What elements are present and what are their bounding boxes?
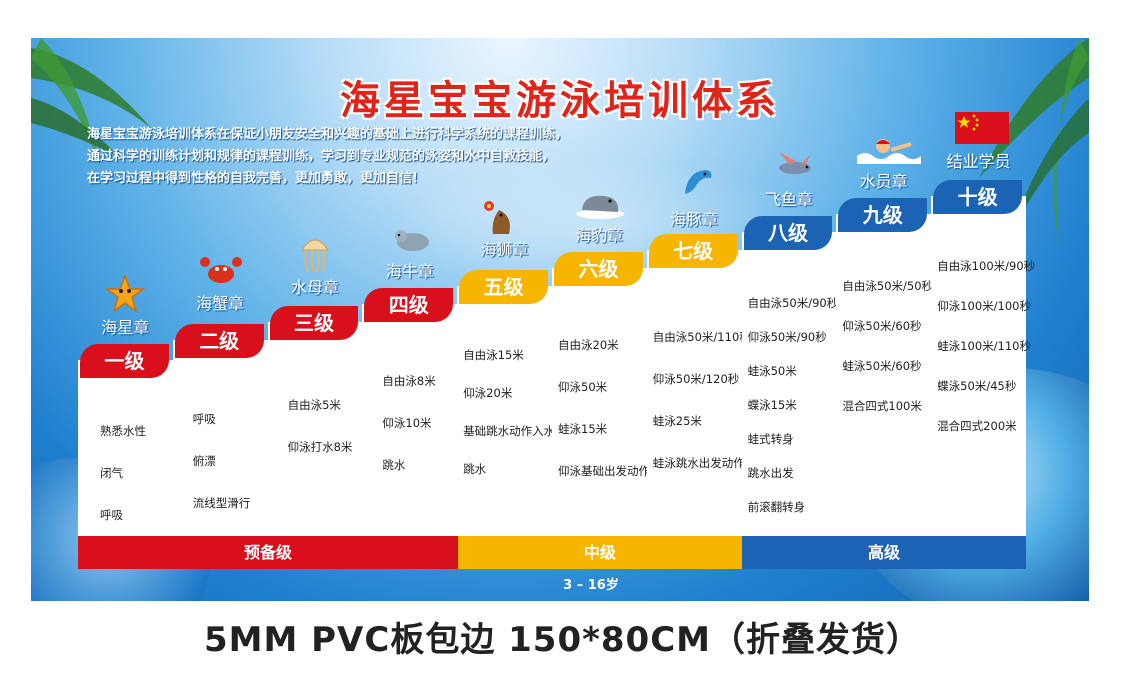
requirement-item: 跳水出发 — [747, 466, 794, 480]
intro-text: 海星宝宝游泳培训体系在保证小朋友安全和兴趣的基础上进行科学系统的课程训练， 通过… — [87, 124, 727, 190]
stage-bar-advanced: 高级 — [742, 536, 1026, 569]
level-column — [172, 340, 269, 536]
requirement-item: 仰泳20米 — [463, 386, 513, 400]
level-tab: 十级 — [933, 180, 1022, 214]
level-tab: 三级 — [269, 306, 359, 340]
badge-name: 水员章 — [859, 172, 908, 191]
level-requirements: 自由泳5米仰泳打水8米 — [288, 384, 353, 468]
requirement-item: 俯漂 — [192, 454, 216, 468]
stage-bar-preparatory: 预备级 — [78, 536, 458, 569]
starfish-icon — [105, 274, 145, 313]
requirement-item: 仰泳50米/90秒 — [747, 330, 827, 344]
requirement-item: 仰泳10米 — [382, 416, 432, 430]
manatee-icon — [395, 230, 429, 251]
level-requirements: 自由泳50米/50秒 仰泳50米/60秒 蛙泳50米/60秒 混合四式100米 — [842, 266, 933, 426]
badge-name: 海豚章 — [670, 210, 719, 229]
level-column — [362, 304, 459, 536]
requirement-item: 蝶泳50米/45秒 — [937, 379, 1017, 393]
requirement-item: 仰泳50米/120秒 — [652, 372, 740, 386]
badge-name: 结业学员 — [946, 152, 1011, 171]
level-tab: 八级 — [743, 216, 833, 250]
requirement-item: 呼吸 — [100, 508, 123, 522]
level-tab: 一级 — [80, 344, 169, 378]
badge-name: 飞鱼章 — [764, 190, 813, 209]
level-column — [552, 268, 648, 536]
badge-name: 海星章 — [101, 318, 150, 337]
requirement-item: 蛙泳100米/110秒 — [937, 339, 1031, 353]
china-flag-icon — [955, 112, 1009, 144]
level-column — [457, 286, 553, 536]
jellyfish-icon — [301, 239, 329, 273]
poster-board: 海星宝宝游泳培训体系 海星宝宝游泳培训体系在保证小朋友安全和兴趣的基础上进行科学… — [31, 38, 1089, 601]
requirement-item: 自由泳15米 — [463, 348, 524, 362]
requirement-item: 自由泳20米 — [558, 338, 619, 352]
requirement-item: 仰泳打水8米 — [287, 440, 353, 454]
requirement-item: 自由泳8米 — [382, 374, 436, 388]
requirement-item: 闭气 — [100, 466, 123, 480]
level-requirements: 自由泳50米/90秒 仰泳50米/90秒 蛙泳50米蝶泳15米蛙式转身跳水出发前滚翻… — [748, 286, 839, 524]
badge-name: 海牛章 — [385, 262, 434, 281]
level-tab: 二级 — [174, 324, 264, 358]
level-requirements: 自由泳8米仰泳10米跳水 — [382, 360, 435, 486]
level-tab: 九级 — [838, 198, 928, 232]
requirement-item: 自由泳100米/90秒 — [937, 259, 1036, 273]
requirement-item: 混合四式100米 — [842, 399, 922, 413]
stage-bar-intermediate: 中级 — [458, 536, 742, 569]
requirement-item: 仰泳基础出发动作 — [558, 464, 650, 478]
requirement-item: 蛙泳50米/60秒 — [842, 359, 922, 373]
requirement-item: 跳水 — [382, 458, 406, 472]
product-caption: 5MM PVC板包边 150*80CM（折叠发货） — [203, 620, 922, 660]
dolphin-icon — [685, 170, 712, 194]
badge-name: 水母章 — [290, 278, 339, 297]
requirement-item: 蛙泳跳水出发动作 — [652, 456, 745, 470]
level-tab: 七级 — [648, 234, 738, 268]
level-tab: 五级 — [459, 270, 548, 304]
level-column — [836, 214, 933, 536]
requirement-item: 前滚翻转身 — [747, 500, 806, 514]
level-requirements: 呼吸 俯漂 流线型滑行 — [193, 398, 251, 524]
requirement-item: 自由泳50米/50秒 — [842, 279, 934, 293]
level-tab: 六级 — [554, 252, 643, 286]
requirement-item: 自由泳50米/90秒 — [747, 296, 839, 310]
intro-line: 海星宝宝游泳培训体系在保证小朋友安全和兴趣的基础上进行科学系统的课程训练， — [87, 127, 569, 142]
requirement-item: 自由泳50米/110秒 — [652, 330, 751, 344]
level-requirements: 自由泳15米 仰泳20米基础跳水动作入水 跳水 — [463, 336, 555, 488]
requirement-item: 蛙泳50米 — [747, 364, 797, 378]
badge-name: 海蟹章 — [196, 294, 245, 313]
swimmer-icon — [857, 139, 921, 164]
requirement-item: 流线型滑行 — [192, 496, 251, 510]
requirement-item: 基础跳水动作入水 — [463, 424, 556, 438]
requirement-item: 混合四式200米 — [937, 419, 1017, 433]
requirement-item: 跳水 — [463, 462, 487, 476]
level-requirements: 自由泳50米/110秒 仰泳50米/120秒 蛙泳25米蛙泳跳水出发动作 — [653, 316, 751, 484]
badge-name: 海狮章 — [480, 240, 529, 259]
level-column — [78, 360, 174, 536]
requirement-item: 熟悉水性 — [100, 424, 146, 438]
badge-name: 海豹章 — [575, 226, 624, 245]
requirement-item: 自由泳5米 — [287, 398, 341, 412]
requirement-item: 蝶泳15米 — [747, 398, 797, 412]
intro-line: 在学习过程中得到性格的自我完善，更加勇敢，更加自信！ — [87, 171, 426, 186]
level-requirements: 自由泳20米 仰泳50米蛙泳15米仰泳基础出发动作 — [558, 324, 650, 492]
requirement-item: 呼吸 — [192, 412, 216, 426]
intro-line: 通过科学的训练计划和规律的课程训练，学习到专业规范的泳姿和水中自救技能， — [87, 149, 556, 164]
requirement-item: 蛙泳15米 — [558, 422, 608, 436]
sea-lion-icon — [484, 201, 510, 234]
level-tab: 四级 — [364, 288, 454, 322]
seal-icon — [576, 195, 624, 219]
requirement-item: 蛙泳25米 — [652, 414, 702, 428]
requirement-item: 仰泳50米 — [558, 380, 608, 394]
level-requirements: 熟悉水性 闭气 呼吸 — [100, 410, 146, 536]
requirement-item: 仰泳50米/60秒 — [842, 319, 922, 333]
requirement-item: 蛙式转身 — [747, 432, 794, 446]
requirement-item: 仰泳100米/100秒 — [937, 299, 1031, 313]
flying-fish-icon — [779, 152, 811, 174]
level-column — [931, 196, 1026, 536]
crab-icon — [200, 257, 242, 283]
age-range-label: 3 – 16岁 — [563, 578, 619, 593]
poster-title: 海星宝宝游泳培训体系 — [340, 78, 780, 124]
level-requirements: 自由泳100米/90秒 仰泳100米/100秒 蛙泳100米/110秒 蝶泳50米/4… — [937, 246, 1035, 446]
palm-leaves-left-decor — [31, 38, 151, 168]
